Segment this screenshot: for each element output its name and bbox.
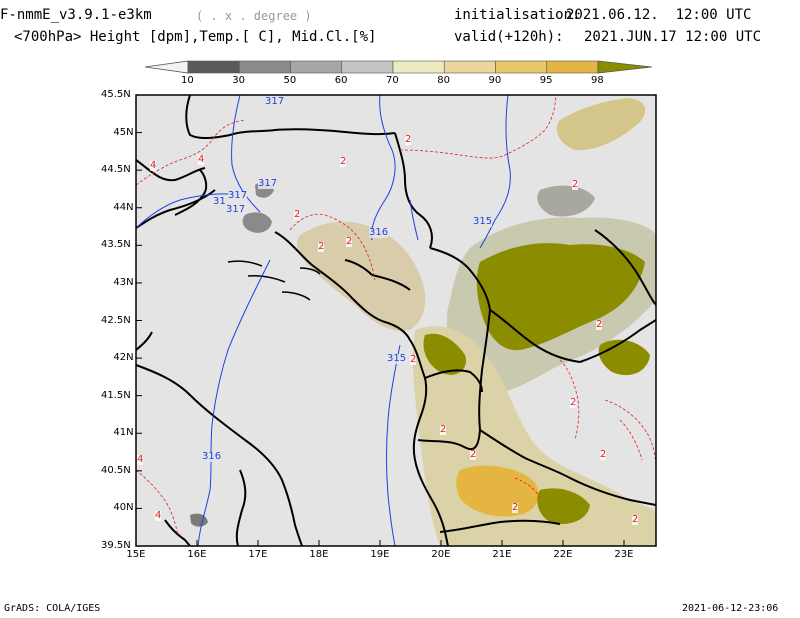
axis-ticks [135,94,625,547]
latitude-label: 45N [113,126,134,138]
colorbar-high-arrow [597,60,653,74]
colorbar-label: 95 [539,75,553,86]
longitude-label: 20E [431,549,451,560]
colorbar-label: 10 [181,75,194,86]
temperature-contour-label: 4 [137,454,144,465]
temperature-contour-label: 2 [340,156,347,167]
longitude-label: 18E [309,549,329,560]
longitude-label: 17E [248,549,268,560]
model-name: F-nmmE_v3.9.1-e3km [0,7,152,23]
valid-value: 2021.JUN.17 12:00 UTC [584,29,762,45]
colorbar-box [290,60,343,74]
temperature-contour-label: 2 [294,209,301,220]
coastlines-and-borders [136,95,656,546]
colorbar-box [238,60,291,74]
colorbar-box [341,60,394,74]
height-contours [136,95,511,546]
colorbar-box [495,60,548,74]
init-label: initialisation: [454,7,581,23]
latitude-label: 40N [113,502,134,514]
colorbar-low-arrow [144,60,189,74]
init-value: 2021.06.12. 12:00 UTC [566,7,752,23]
colorbar-label: 50 [283,75,297,86]
longitude-label: 23E [614,549,634,560]
longitude-label: 21E [492,549,512,560]
latitude-label: 43N [113,276,134,288]
height-contour-label: 317 [228,190,248,201]
latitude-label: 41.5N [101,389,131,401]
temperature-contour-label: 2 [318,241,325,252]
latitude-label: 42N [113,352,134,364]
temperature-contour-label: 2 [600,449,607,460]
height-contour-label: 316 [369,227,389,238]
longitude-label: 19E [370,549,390,560]
colorbar [144,60,653,74]
colorbar-label: 98 [591,75,604,86]
footer-credit: GrADS: COLA/IGES [4,603,101,614]
longitude-label: 16E [187,549,207,560]
latitude-label: 45.5N [101,89,131,100]
temperature-contour-label: 2 [405,134,412,145]
footer-timestamp: 2021-06-12-23:06 [682,603,779,614]
colorbar-label: 30 [232,75,245,86]
temperature-contour-label: 2 [632,514,639,525]
height-contour-label: 317 [226,204,246,215]
islands [227,260,321,301]
colorbar-box [392,60,445,74]
field-subtitle: <700hPa> Height [dpm],Temp.[ C], Mid.Cl.… [14,29,377,45]
temperature-contour-label: 2 [440,424,447,435]
colorbar-box [443,60,496,74]
temperature-contour-label: 4 [150,160,157,171]
height-contour-label: 317 [265,96,285,107]
height-contour-label: 317 [258,178,278,189]
height-contour-label: 316 [202,451,222,462]
colorbar-box [187,60,240,74]
temperature-contour-label: 2 [346,236,353,247]
temperature-contour-label: 2 [512,502,519,513]
colorbar-boxes [187,60,599,74]
latitude-label: 41N [113,427,134,439]
latitude-label: 44N [113,201,134,213]
height-contour-label: 315 [473,216,493,227]
longitude-label: 22E [553,549,573,560]
temperature-contour-label: 4 [155,510,162,521]
temperature-contour-label: 2 [596,319,603,330]
temperature-contour-label: 2 [570,397,577,408]
temperature-contour-label: 2 [410,354,417,365]
colorbar-box [546,60,599,74]
height-contour-label: 31 [213,196,226,207]
colorbar-label: 70 [386,75,399,86]
height-contour-label: 315 [387,353,407,364]
latitude-label: 43.5N [101,239,131,251]
temperature-contour-label: 2 [572,179,579,190]
latitude-label: 40.5N [101,464,131,476]
valid-label: valid(+120h): [454,29,564,45]
temperature-contour-label: 2 [470,449,477,460]
longitude-label: 15E [126,549,146,560]
grid-spacing: ( . x . degree ) [196,9,312,23]
colorbar-label: 80 [437,75,450,86]
colorbar-label: 60 [334,75,348,86]
latitude-label: 39.5N [101,540,131,551]
colorbar-label: 90 [488,75,502,86]
latitude-label: 44.5N [101,164,131,176]
latitude-label: 42.5N [101,314,131,326]
temperature-contours [136,95,656,536]
temperature-contour-label: 4 [198,154,205,165]
